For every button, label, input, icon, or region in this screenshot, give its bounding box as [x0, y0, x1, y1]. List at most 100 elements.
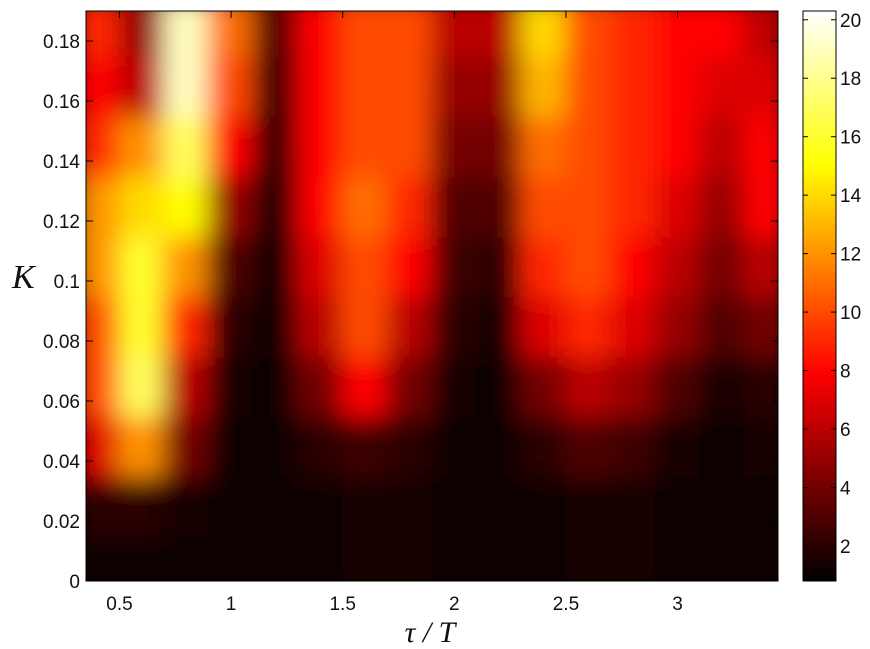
- heatmap-cell: [431, 475, 478, 537]
- heatmap-cell: [341, 475, 389, 537]
- heatmap-cell: [386, 295, 433, 357]
- heatmap-cell: [86, 415, 121, 477]
- heatmap-cell: [475, 175, 523, 237]
- heatmap-cell: [386, 355, 433, 417]
- heatmap-cell: [431, 235, 478, 297]
- heatmap-cell: [564, 475, 612, 537]
- colorbar-tick-label: 12: [840, 245, 861, 266]
- heatmap-cell: [431, 175, 478, 237]
- heatmap-cells: [86, 11, 778, 581]
- heatmap-cell: [163, 11, 210, 57]
- heatmap-cell: [564, 11, 612, 57]
- heatmap-cell: [698, 55, 746, 117]
- heatmap-cell: [564, 235, 612, 297]
- heatmap-cell: [386, 475, 433, 537]
- heatmap-cell: [654, 55, 701, 117]
- heatmap-cell: [86, 355, 121, 417]
- heatmap-cell: [698, 115, 746, 177]
- x-axis-label: τ / T: [405, 616, 458, 649]
- heatmap-cell: [520, 535, 567, 581]
- heatmap-cell: [341, 235, 389, 297]
- heatmap-cell: [252, 235, 300, 297]
- heatmap-cell: [207, 235, 255, 297]
- heatmap-cell: [386, 415, 433, 477]
- heatmap-cell: [118, 535, 166, 581]
- heatmap-cell: [698, 355, 746, 417]
- heatmap-cell: [520, 295, 567, 357]
- heatmap-cell: [207, 11, 255, 57]
- heatmap-cell: [118, 295, 166, 357]
- heatmap-cell: [475, 415, 523, 477]
- heatmap-cell: [743, 475, 778, 537]
- x-tick-label: 3: [672, 594, 683, 615]
- heatmap-cell: [609, 355, 657, 417]
- heatmap-cell: [609, 175, 657, 237]
- x-tick-label: 2.5: [553, 594, 579, 615]
- colorbar-gradient: [802, 10, 837, 582]
- heatmap-cell: [431, 415, 478, 477]
- heatmap-cell: [386, 55, 433, 117]
- heatmap-cell: [654, 235, 701, 297]
- heatmap-cell: [654, 475, 701, 537]
- heatmap-cell: [743, 535, 778, 581]
- heatmap-cell: [609, 11, 657, 57]
- heatmap-cell: [431, 355, 478, 417]
- heatmap-cell: [86, 535, 121, 581]
- heatmap-cell: [475, 355, 523, 417]
- heatmap-cell: [431, 535, 478, 581]
- x-axis: 0.5 1 1.5 2 2.5 3: [106, 11, 683, 615]
- heatmap-cell: [207, 475, 255, 537]
- heatmap-cell: [475, 235, 523, 297]
- heatmap-cell: [163, 535, 210, 581]
- heatmap-cell: [654, 11, 701, 57]
- x-tick-label: 0.5: [106, 594, 132, 615]
- heatmap-cell: [520, 175, 567, 237]
- heatmap-cell: [698, 235, 746, 297]
- heatmap-cell: [297, 475, 344, 537]
- heatmap-cell: [609, 55, 657, 117]
- heatmap-cell: [341, 175, 389, 237]
- heatmap-cell: [564, 355, 612, 417]
- heatmap-cell: [564, 295, 612, 357]
- heatmap-cell: [86, 475, 121, 537]
- heatmap-cell: [341, 295, 389, 357]
- heatmap-cell: [609, 475, 657, 537]
- heatmap-cell: [252, 415, 300, 477]
- heatmap-cell: [386, 535, 433, 581]
- plot-area: [85, 10, 779, 582]
- heatmap-cell: [564, 535, 612, 581]
- heatmap-cell: [252, 115, 300, 177]
- heatmap-cell: [654, 535, 701, 581]
- colorbar-tick-label: 6: [840, 420, 851, 441]
- heatmap-cell: [252, 55, 300, 117]
- heatmap-cell: [297, 295, 344, 357]
- y-tick-label: 0.02: [43, 512, 80, 533]
- colorbar-tick-label: 10: [840, 303, 861, 324]
- heatmap-cell: [297, 235, 344, 297]
- heatmap-cell: [698, 175, 746, 237]
- heatmap-cell: [475, 475, 523, 537]
- heatmap-cell: [386, 235, 433, 297]
- heatmap-cell: [118, 355, 166, 417]
- colorbar-tick-label: 4: [840, 478, 851, 499]
- heatmap-cell: [431, 55, 478, 117]
- heatmap-cell: [386, 11, 433, 57]
- heatmap-cell: [564, 415, 612, 477]
- heatmap-cell: [297, 175, 344, 237]
- heatmap-cell: [207, 535, 255, 581]
- heatmap-cell: [341, 535, 389, 581]
- heatmap-cell: [564, 115, 612, 177]
- heatmap-cell: [475, 295, 523, 357]
- heatmap-cell: [86, 235, 121, 297]
- heatmap-cell: [743, 355, 778, 417]
- y-tick-label: 0.06: [43, 392, 80, 413]
- heatmap-cell: [341, 355, 389, 417]
- heatmap-cell: [475, 535, 523, 581]
- heatmap-cell: [297, 55, 344, 117]
- heatmap-cell: [341, 415, 389, 477]
- heatmap-cell: [520, 55, 567, 117]
- heatmap-cell: [118, 115, 166, 177]
- heatmap-cell: [118, 475, 166, 537]
- heatmap-cell: [564, 55, 612, 117]
